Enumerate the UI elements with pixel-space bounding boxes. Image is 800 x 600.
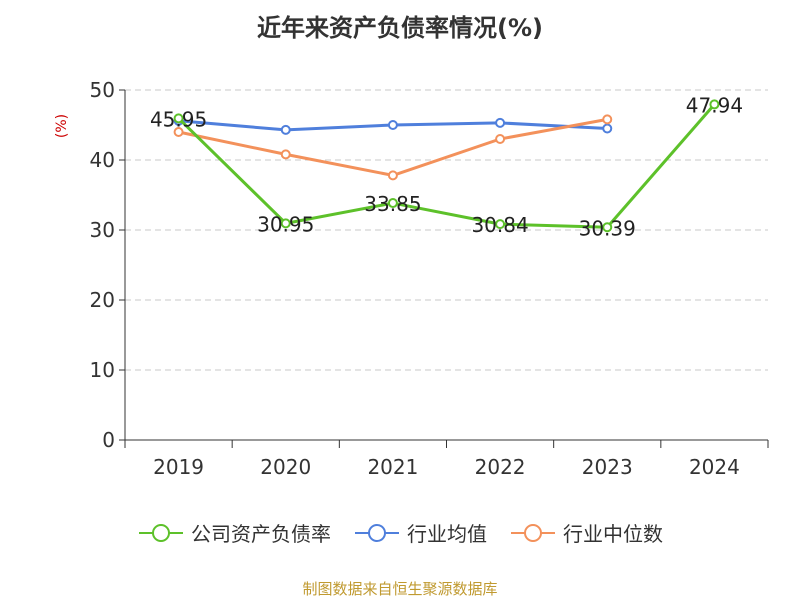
y-tick-label: 0 xyxy=(102,428,115,452)
x-tick-label: 2019 xyxy=(153,455,204,479)
source-note: 制图数据来自恒生聚源数据库 xyxy=(302,580,498,598)
data-label: 30.95 xyxy=(257,212,314,236)
data-point-1 xyxy=(495,117,506,128)
legend-marker-industry-median xyxy=(511,523,555,542)
data-point-0 xyxy=(387,198,398,209)
data-label: 30.39 xyxy=(579,216,636,240)
y-tick-label: 10 xyxy=(90,358,115,382)
legend-item-company[interactable]: 公司资产负债率 xyxy=(137,518,331,547)
data-point-2 xyxy=(387,170,398,181)
data-point-0 xyxy=(709,99,720,110)
y-tick-label: 30 xyxy=(90,218,115,242)
x-tick-label: 2024 xyxy=(689,455,740,479)
y-tick-label: 50 xyxy=(90,78,115,102)
data-point-0 xyxy=(495,219,506,230)
x-tick-label: 2020 xyxy=(260,455,311,479)
x-tick-label: 2021 xyxy=(367,455,418,479)
legend: 公司资产负债率 行业均值 行业中位数 xyxy=(0,518,800,547)
data-point-1 xyxy=(387,120,398,130)
data-point-0 xyxy=(173,113,184,124)
legend-marker-industry-mean xyxy=(355,523,399,542)
legend-label-industry-median: 行业中位数 xyxy=(563,522,663,546)
data-point-2 xyxy=(173,127,184,137)
data-point-1 xyxy=(280,124,291,135)
data-point-2 xyxy=(280,149,291,160)
legend-item-industry-median[interactable]: 行业中位数 xyxy=(509,518,663,547)
line-chart: 0 10 20 30 40 50 2019 2020 2021 2022 2023 2024 45.95… xyxy=(90,78,769,479)
legend-item-industry-mean[interactable]: 行业均值 xyxy=(353,518,487,547)
legend-label-company: 公司资产负债率 xyxy=(191,522,331,546)
legend-label-industry-mean: 行业均值 xyxy=(407,522,487,546)
data-label: 30.84 xyxy=(471,213,528,237)
chart-title: 近年来资产负债率情况(%) xyxy=(257,14,543,42)
data-point-2 xyxy=(495,134,506,144)
data-point-0 xyxy=(602,222,613,233)
data-label: 33.85 xyxy=(364,192,421,216)
data-label: 47.94 xyxy=(686,93,743,117)
y-tick-label: 40 xyxy=(90,148,115,172)
series-line-0 xyxy=(177,103,716,229)
data-point-0 xyxy=(280,218,291,229)
data-point-1 xyxy=(602,123,613,134)
x-tick-label: 2022 xyxy=(475,455,526,479)
x-tick-label: 2023 xyxy=(582,455,633,479)
data-label: 45.95 xyxy=(150,107,207,131)
legend-marker-company xyxy=(139,523,183,542)
data-point-2 xyxy=(602,114,613,125)
y-tick-label: 20 xyxy=(90,288,115,312)
